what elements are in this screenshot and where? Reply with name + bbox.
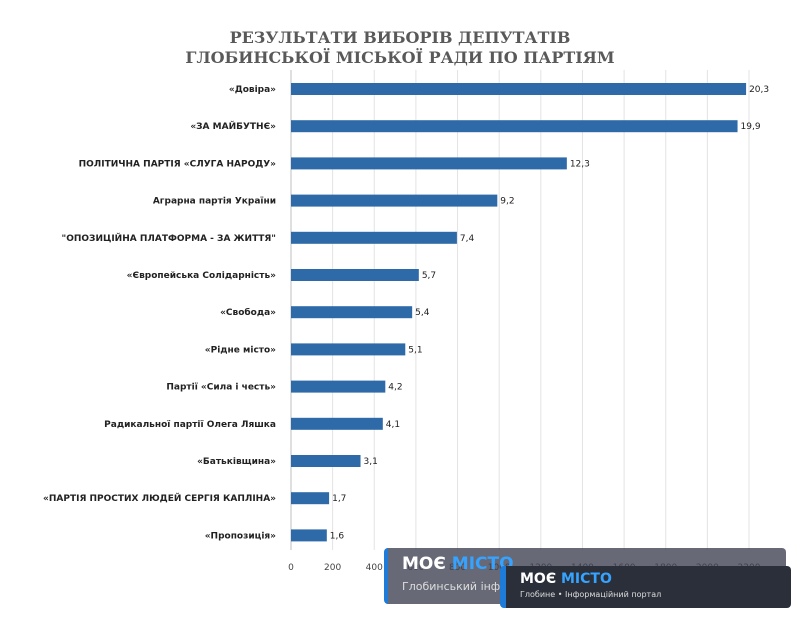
category-label: "ОПОЗИЦІЙНА ПЛАТФОРМА - ЗА ЖИТТЯ"	[62, 232, 276, 244]
watermark-subtitle-front: Глобине • Інформаційний портал	[520, 590, 662, 599]
bar	[291, 269, 419, 281]
category-label: Радикальної партії Олега Ляшка	[104, 419, 276, 430]
x-tick-label: 0	[288, 563, 294, 573]
category-label: ПОЛІТИЧНА ПАРТІЯ «СЛУГА НАРОДУ»	[79, 159, 277, 169]
value-label: 1,7	[332, 494, 346, 504]
category-labels: «Довіра» «ЗА МАЙБУТНЄ» ПОЛІТИЧНА ПАРТІЯ «С…	[43, 84, 276, 541]
bar	[291, 492, 330, 505]
value-label: 9,2	[500, 197, 514, 207]
watermark-logo-front: МОЄ МІСТО	[520, 571, 612, 587]
bar	[291, 343, 406, 356]
value-labels: 20,3 19,9 12,3 9,2 7,4 5,7 5,4 5,1 4,2 4,1 3,1 1,7 1…	[330, 85, 769, 541]
value-label: 20,3	[749, 85, 769, 95]
bar	[291, 120, 738, 133]
value-label: 3,1	[364, 457, 378, 467]
watermark-logo-back: МОЄ МІСТО	[402, 554, 514, 574]
category-label: Аграрна партія України	[153, 196, 276, 207]
chart-title-line-2: ГЛОБИНСЬКОЇ МІСЬКОЇ РАДИ ПО ПАРТІЯМ	[185, 48, 615, 67]
category-label: «Пропозиція»	[205, 530, 276, 541]
category-label: Партії «Сила і честь»	[166, 382, 276, 393]
bar	[291, 83, 747, 95]
chart-title-line-1: РЕЗУЛЬТАТИ ВИБОРІВ ДЕПУТАТІВ	[229, 28, 571, 47]
value-label: 19,9	[741, 122, 761, 132]
x-tick-label: 200	[324, 563, 341, 573]
value-label: 5,4	[415, 308, 430, 318]
bar	[291, 455, 361, 467]
bars	[291, 83, 747, 542]
gridlines	[290, 70, 750, 550]
bar	[291, 529, 327, 542]
value-label: 5,1	[408, 345, 422, 355]
category-label: «Свобода»	[220, 307, 276, 318]
category-label: «Довіра»	[229, 84, 276, 95]
category-label: «ПАРТІЯ ПРОСТИХ ЛЮДЕЙ СЕРГІЯ КАПЛІНА»	[43, 492, 276, 504]
category-label: «Батьківщина»	[197, 456, 276, 467]
value-label: 4,2	[388, 383, 402, 393]
value-label: 4,1	[386, 420, 400, 430]
x-tick-label: 400	[366, 563, 383, 573]
category-label: «Рідне місто»	[205, 344, 276, 355]
watermark-front: МОЄ МІСТО Глобине • Інформаційний портал	[500, 566, 791, 608]
bar	[291, 157, 567, 170]
bar	[291, 417, 383, 430]
value-label: 1,6	[330, 531, 345, 541]
category-label: «Європейська Солідарність»	[127, 270, 277, 281]
category-label: «ЗА МАЙБУТНЄ»	[190, 120, 276, 132]
bar	[291, 306, 413, 319]
bar	[291, 194, 498, 207]
value-label: 7,4	[460, 234, 475, 244]
value-label: 5,7	[422, 271, 436, 281]
value-label: 12,3	[570, 159, 590, 169]
bar	[291, 231, 457, 244]
bar	[291, 380, 386, 393]
